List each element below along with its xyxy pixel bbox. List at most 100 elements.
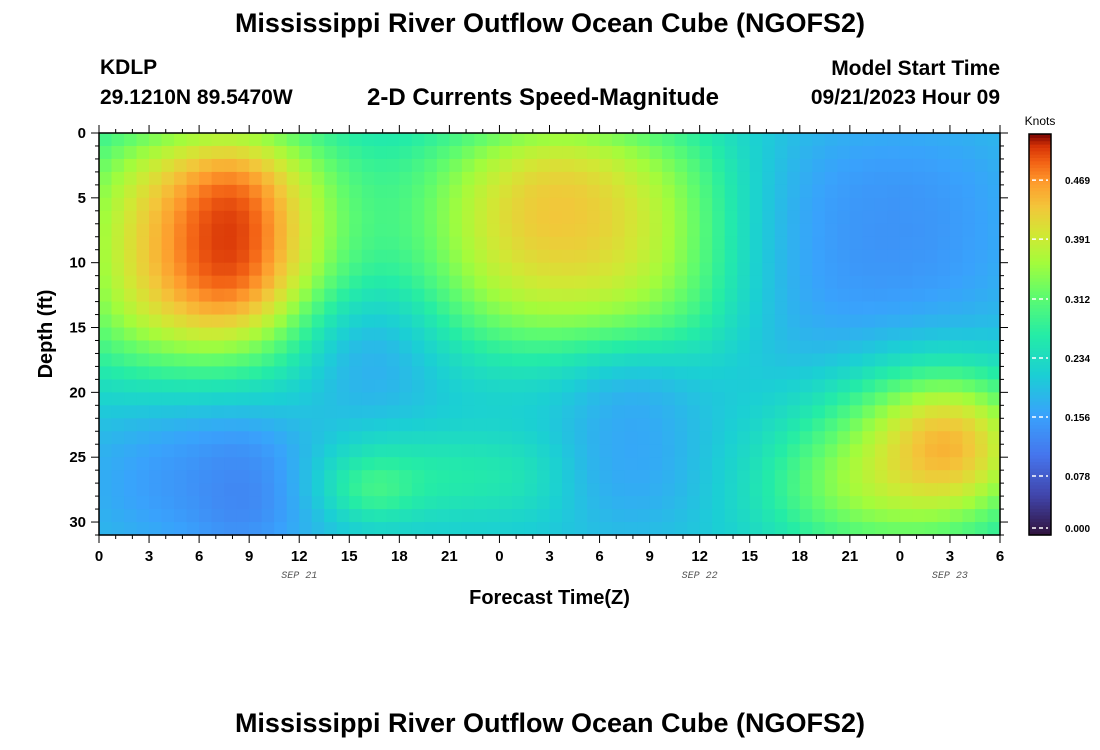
heatmap-cell	[849, 145, 863, 160]
heatmap-cell	[499, 210, 513, 225]
heatmap-cell	[912, 301, 926, 316]
heatmap-cell	[524, 327, 538, 342]
heatmap-cell	[874, 509, 888, 523]
heatmap-cell	[449, 223, 463, 238]
heatmap-cell	[224, 353, 238, 368]
heatmap-cell	[799, 327, 813, 342]
heatmap-cell	[762, 210, 776, 225]
heatmap-cell	[449, 353, 463, 368]
heatmap-cell	[399, 431, 413, 445]
heatmap-cell	[461, 340, 476, 355]
heatmap-cell	[324, 236, 338, 251]
heatmap-cell	[274, 145, 288, 160]
heatmap-cell	[699, 366, 713, 380]
heatmap-cell	[349, 340, 363, 355]
heatmap-cell	[511, 249, 526, 264]
heatmap-cell	[749, 327, 763, 342]
heatmap-cell	[524, 262, 538, 277]
heatmap-cell	[587, 184, 601, 199]
heatmap-cell	[436, 457, 450, 471]
heatmap-cell	[637, 483, 651, 497]
heatmap-cell	[424, 184, 438, 199]
heatmap-cell	[99, 301, 113, 316]
heatmap-cell	[136, 522, 150, 536]
heatmap-cell	[386, 353, 400, 368]
heatmap-cell	[874, 184, 888, 199]
heatmap-cell	[149, 133, 163, 147]
heatmap-cell	[99, 483, 113, 497]
heatmap-cell	[874, 392, 888, 406]
heatmap-cell	[211, 457, 225, 471]
heatmap-cell	[211, 145, 225, 160]
heatmap-cell	[587, 288, 601, 303]
heatmap-cell	[887, 236, 901, 251]
station-id: KDLP	[100, 56, 158, 79]
heatmap-cell	[774, 314, 788, 329]
heatmap-cell	[224, 405, 238, 419]
heatmap-cell	[399, 171, 413, 186]
heatmap-cell	[812, 236, 826, 251]
heatmap-cell	[499, 483, 513, 497]
heatmap-cell	[211, 158, 225, 173]
heatmap-cell	[962, 327, 976, 342]
heatmap-cell	[587, 262, 601, 277]
heatmap-cell	[424, 197, 438, 212]
colorbar-swatch	[1029, 351, 1051, 356]
heatmap-cell	[799, 301, 813, 316]
heatmap-cell	[662, 145, 676, 160]
heatmap-cell	[374, 509, 388, 523]
heatmap-cell	[211, 353, 225, 368]
heatmap-cell	[824, 457, 838, 471]
heatmap-cell	[962, 301, 976, 316]
heatmap-cell	[499, 262, 513, 277]
heatmap-cell	[111, 223, 125, 238]
heatmap-cell	[436, 275, 450, 290]
heatmap-cell	[99, 457, 113, 471]
heatmap-cell	[837, 184, 851, 199]
heatmap-cell	[874, 197, 888, 212]
heatmap-cell	[862, 457, 876, 471]
colorbar-swatch	[1029, 317, 1051, 322]
heatmap-cell	[424, 275, 438, 290]
heatmap-cell	[599, 249, 613, 264]
heatmap-cell	[124, 133, 138, 147]
heatmap-cell	[887, 353, 901, 368]
heatmap-cell	[862, 223, 876, 238]
heatmap-cell	[499, 457, 513, 471]
heatmap-cell	[499, 340, 513, 355]
heatmap-cell	[687, 405, 701, 419]
heatmap-cell	[261, 379, 275, 393]
heatmap-cell	[474, 197, 488, 212]
colorbar-swatch	[1029, 274, 1051, 279]
heatmap-cell	[737, 379, 751, 393]
heatmap-cell	[937, 275, 951, 290]
heatmap-cell	[849, 171, 863, 186]
heatmap-cell	[749, 444, 763, 458]
heatmap-cell	[912, 457, 926, 471]
heatmap-cell	[174, 236, 188, 251]
heatmap-cell	[499, 314, 513, 329]
heatmap-cell	[236, 366, 250, 380]
heatmap-cell	[449, 444, 463, 458]
heatmap-cell	[662, 288, 676, 303]
heatmap-cell	[174, 133, 188, 147]
heatmap-cell	[587, 418, 601, 432]
heatmap-cell	[949, 184, 964, 199]
heatmap-cell	[699, 133, 713, 147]
heatmap-cell	[186, 133, 200, 147]
heatmap-cell	[674, 483, 688, 497]
heatmap-cell	[987, 327, 1001, 342]
heatmap-cell	[261, 249, 275, 264]
heatmap-cell	[149, 496, 163, 510]
colorbar-swatch	[1029, 137, 1051, 142]
heatmap-cell	[449, 379, 463, 393]
heatmap-cell	[974, 327, 989, 342]
heatmap-cell	[161, 262, 175, 277]
heatmap-cell	[536, 223, 551, 238]
heatmap-cell	[724, 327, 738, 342]
heatmap-cell	[912, 236, 926, 251]
heatmap-cell	[974, 418, 989, 432]
heatmap-cell	[574, 340, 588, 355]
heatmap-cell	[587, 340, 601, 355]
heatmap-cell	[386, 496, 400, 510]
